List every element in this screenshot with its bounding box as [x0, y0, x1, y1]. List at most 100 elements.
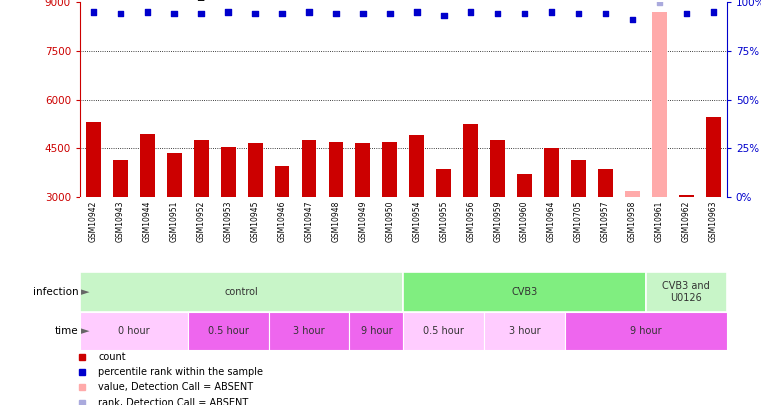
Text: GSM10958: GSM10958 [628, 201, 637, 242]
Text: 9 hour: 9 hour [630, 326, 662, 336]
Point [600, 11, 612, 17]
Text: rank, Detection Call = ABSENT: rank, Detection Call = ABSENT [98, 398, 249, 405]
Bar [679, 195, 694, 197]
Text: count: count [98, 352, 126, 362]
Point [303, 9, 315, 15]
Bar [221, 147, 236, 197]
Text: control: control [224, 287, 259, 297]
Text: GSM10942: GSM10942 [89, 201, 98, 242]
Text: GSM10960: GSM10960 [520, 201, 529, 242]
Text: GSM10962: GSM10962 [682, 201, 691, 242]
Bar [490, 140, 505, 197]
Text: 0.5 hour: 0.5 hour [423, 326, 464, 336]
Text: 0 hour: 0 hour [118, 326, 150, 336]
Bar [113, 160, 128, 197]
Bar [544, 148, 559, 197]
Bar [565, 312, 727, 350]
Text: GSM10957: GSM10957 [601, 201, 610, 242]
Text: CVB3 and
U0126: CVB3 and U0126 [663, 281, 710, 303]
Bar [80, 272, 403, 312]
Text: GSM10947: GSM10947 [304, 201, 314, 242]
Bar [409, 135, 424, 197]
Point [142, 9, 154, 15]
Text: GSM10956: GSM10956 [466, 201, 475, 242]
Bar [517, 174, 532, 197]
Text: 0.5 hour: 0.5 hour [208, 326, 249, 336]
Text: GSM10945: GSM10945 [250, 201, 260, 242]
Text: GSM10952: GSM10952 [196, 201, 205, 242]
Point [680, 11, 693, 17]
Bar [329, 142, 343, 197]
Point [276, 11, 288, 17]
Point [195, 11, 207, 17]
Point [492, 11, 504, 17]
Bar [80, 312, 188, 350]
Text: GSM10959: GSM10959 [493, 201, 502, 242]
Text: GSM10949: GSM10949 [358, 201, 368, 242]
Point [572, 11, 584, 17]
Point [249, 11, 261, 17]
Bar [706, 117, 721, 197]
Bar [167, 153, 182, 197]
Bar [86, 122, 100, 197]
Text: GSM10964: GSM10964 [547, 201, 556, 242]
Text: GSM10944: GSM10944 [143, 201, 151, 242]
Text: infection: infection [33, 287, 78, 297]
Bar [403, 312, 484, 350]
Point [546, 9, 558, 15]
Point [653, 0, 665, 5]
Bar [646, 272, 727, 312]
Bar [571, 160, 586, 197]
Text: GSM10955: GSM10955 [439, 201, 448, 242]
Text: 9 hour: 9 hour [361, 326, 392, 336]
Bar [383, 142, 397, 197]
Bar [436, 169, 451, 197]
Text: value, Detection Call = ABSENT: value, Detection Call = ABSENT [98, 382, 253, 392]
Bar [269, 312, 349, 350]
Bar [247, 143, 263, 197]
Point [518, 11, 530, 17]
Bar [598, 169, 613, 197]
Point [88, 9, 100, 15]
Text: GSM10705: GSM10705 [574, 201, 583, 242]
Bar [625, 190, 640, 197]
Text: GSM10953: GSM10953 [224, 201, 233, 242]
Point [114, 11, 126, 17]
Bar [188, 312, 269, 350]
Point [384, 11, 396, 17]
Text: GSM10950: GSM10950 [385, 201, 394, 242]
Text: 3 hour: 3 hour [509, 326, 540, 336]
Text: time: time [55, 326, 78, 336]
Point [357, 11, 369, 17]
Bar [140, 134, 154, 197]
Bar [484, 312, 565, 350]
Text: CVB3: CVB3 [511, 287, 538, 297]
Bar [355, 143, 371, 197]
Bar [194, 140, 209, 197]
Point [411, 9, 423, 15]
Text: GSM10954: GSM10954 [412, 201, 422, 242]
Bar [403, 272, 646, 312]
Bar [652, 12, 667, 197]
Point [438, 13, 450, 19]
Text: GSM10961: GSM10961 [655, 201, 664, 242]
Text: GSM10951: GSM10951 [170, 201, 179, 242]
Text: GSM10943: GSM10943 [116, 201, 125, 242]
Text: percentile rank within the sample: percentile rank within the sample [98, 367, 263, 377]
Bar [301, 140, 317, 197]
Point [626, 16, 638, 23]
Bar [463, 124, 478, 197]
Text: ►: ► [81, 326, 90, 336]
Text: GSM10946: GSM10946 [278, 201, 287, 242]
Text: ►: ► [81, 287, 90, 297]
Point [465, 9, 477, 15]
Text: GSM10963: GSM10963 [708, 201, 718, 242]
Text: GSM10948: GSM10948 [332, 201, 340, 242]
Point [222, 9, 234, 15]
Bar [349, 312, 403, 350]
Text: 3 hour: 3 hour [293, 326, 325, 336]
Point [330, 11, 342, 17]
Bar [275, 166, 289, 197]
Point [168, 11, 180, 17]
Point [707, 9, 719, 15]
